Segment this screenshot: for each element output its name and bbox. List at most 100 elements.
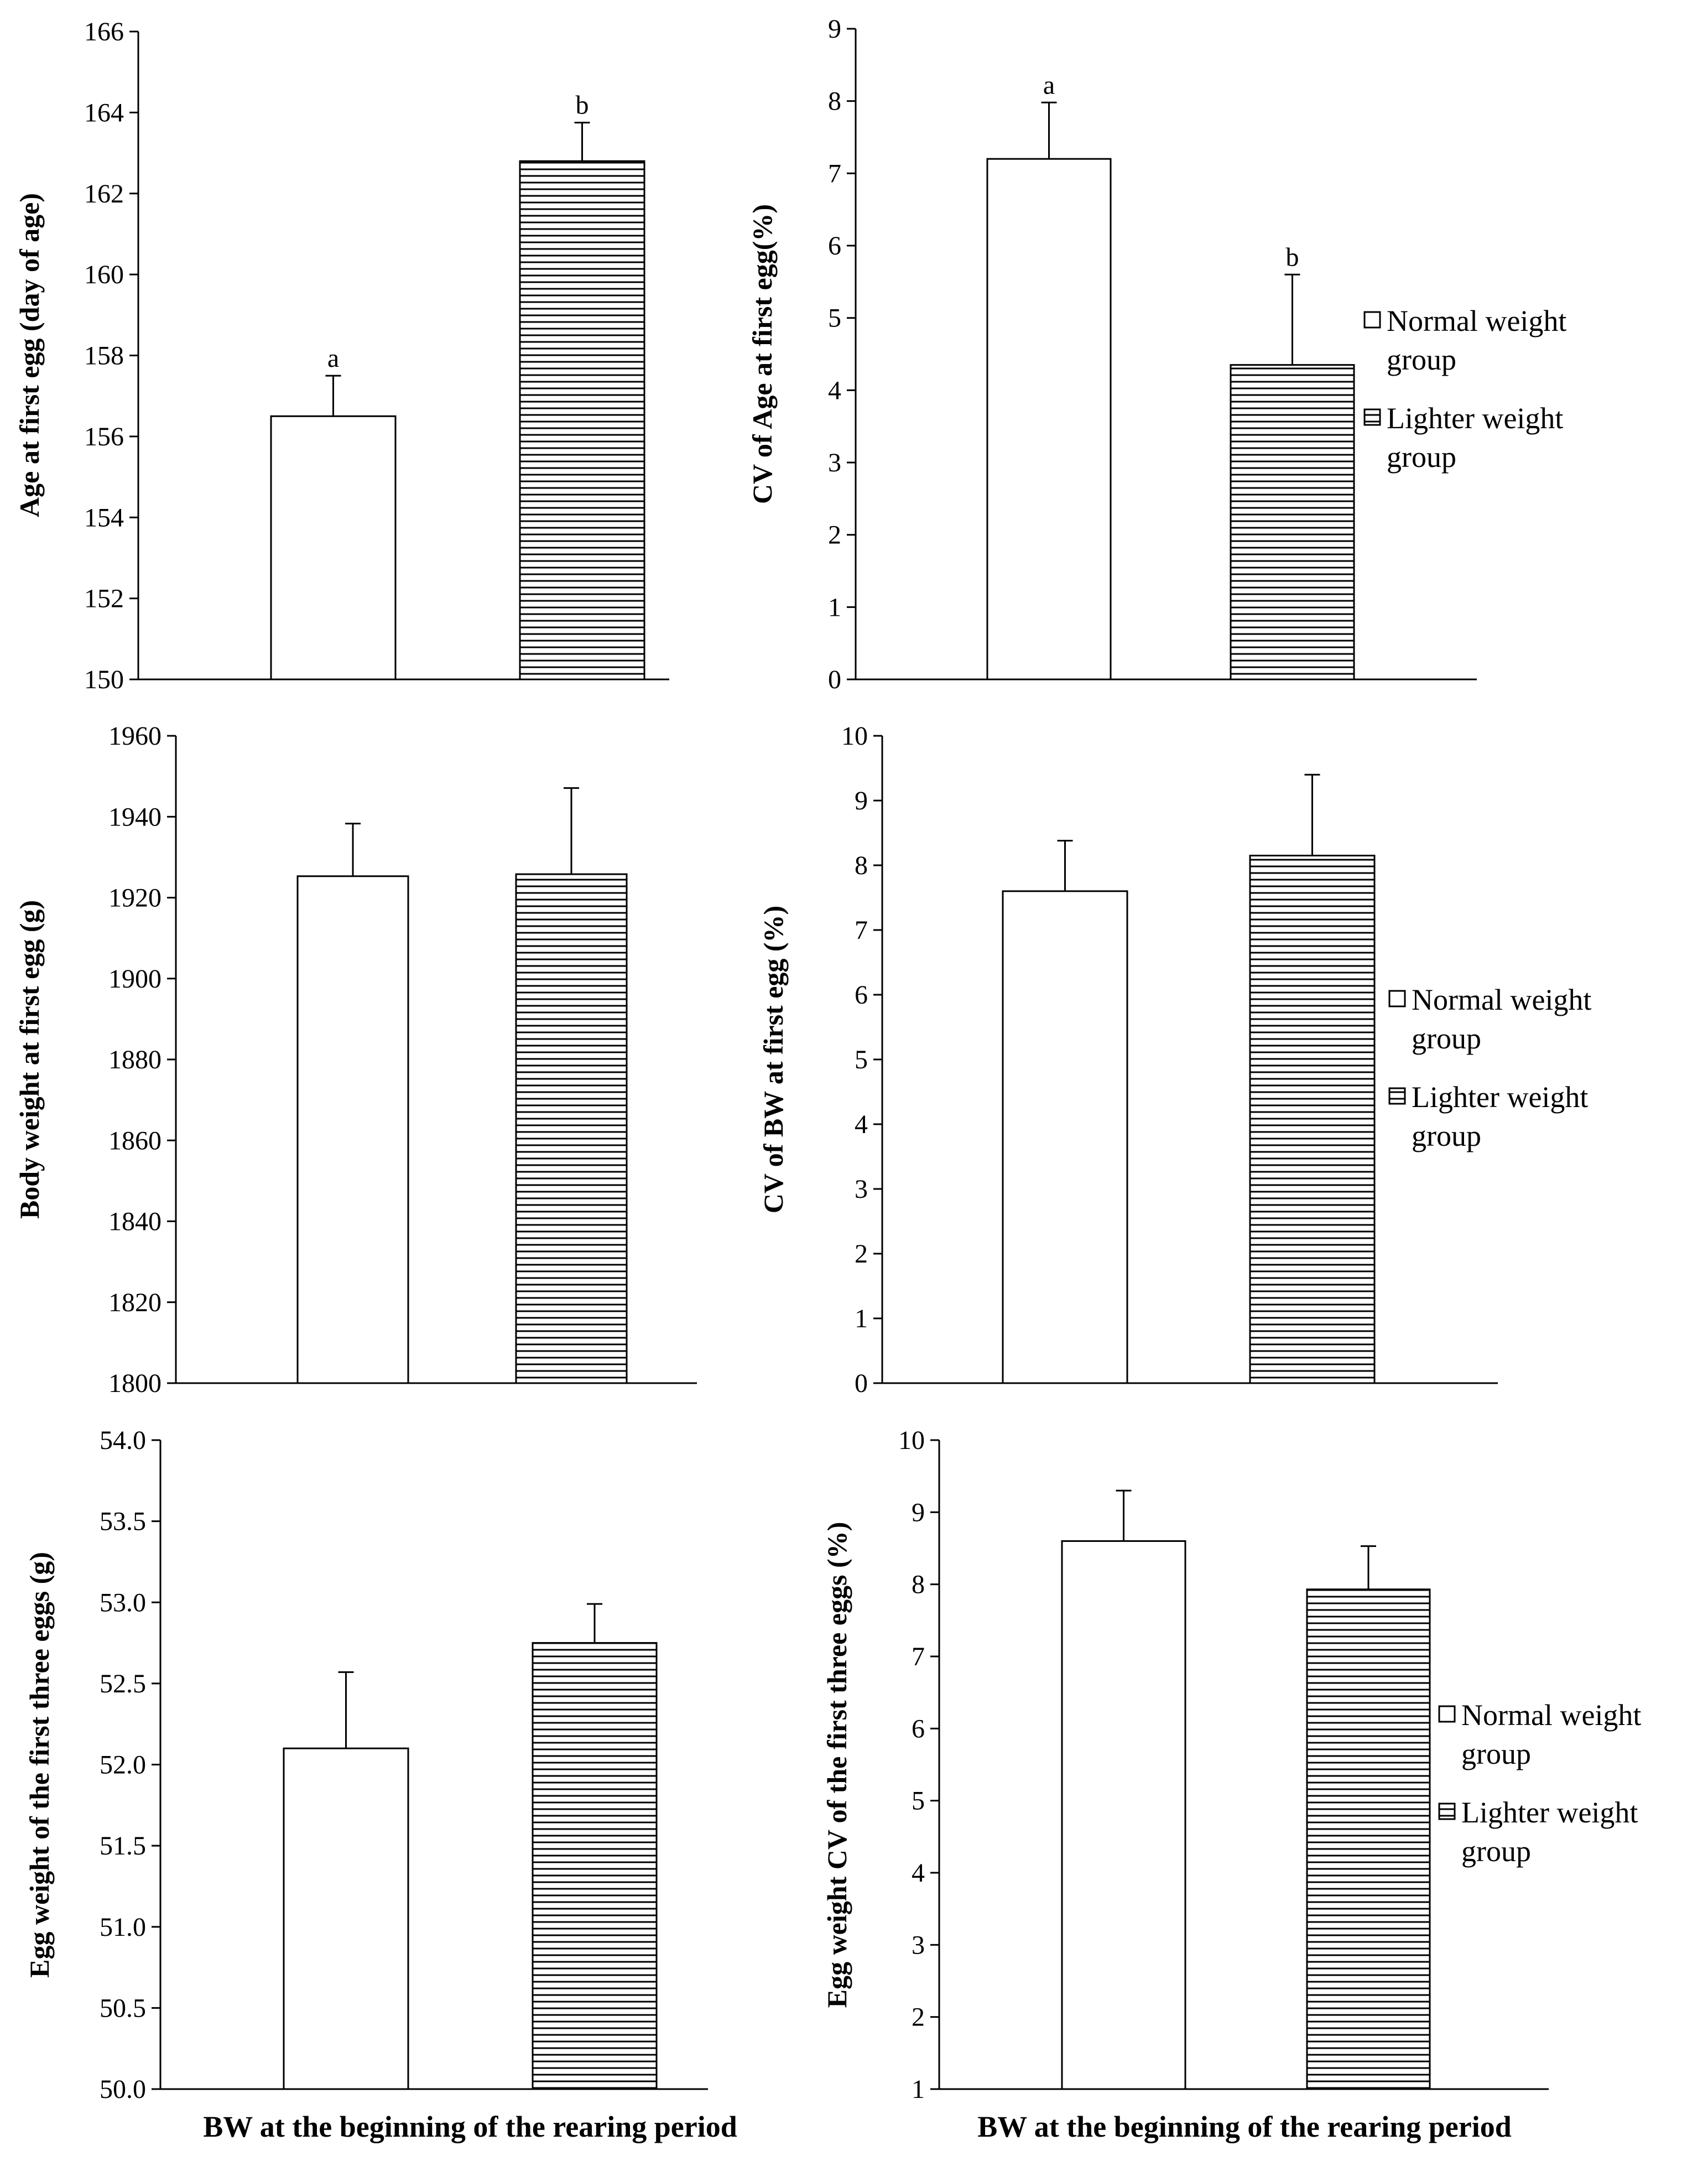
bar-lighter-weight [515,873,628,1384]
bar-normal-weight [296,875,409,1384]
legend-label-continued: group [1412,1119,1481,1152]
legend-swatch-normal [1363,311,1381,329]
y-tick-label: 1920 [108,884,162,913]
bar-normal-weight [1002,890,1128,1384]
y-tick-label: 8 [912,1570,925,1599]
legend-swatch-lighter [1438,1802,1456,1820]
y-tick-label: 6 [855,980,868,1010]
y-tick-label: 50.5 [100,1993,146,2023]
legend-swatch-lighter [1388,1087,1406,1105]
y-tick-label: 152 [84,584,124,614]
legend-label: Lighter weight [1387,402,1563,435]
chart-panel-4: 0 1 2 3 4 5 6 7 8 9 10 CV of BW at first egg (%) [758,721,1498,1398]
y-tick-label: 5 [855,1045,868,1074]
y-tick-label: 2 [828,521,841,550]
bar-lighter-weight [532,1642,658,2090]
legend-label-continued: group [1387,343,1456,376]
y-tick-label: 160 [84,260,124,289]
y-tick-label: 1840 [108,1207,162,1237]
y-tick-label: 156 [84,422,124,451]
y-tick-label: 164 [84,98,124,127]
y-axis-label: CV of BW at first egg (%) [758,906,789,1213]
y-tick-label: 51.0 [100,1913,146,1942]
significance-letter: b [576,91,589,120]
y-tick-label: 1880 [108,1045,162,1074]
y-tick-label: 6 [912,1714,925,1743]
y-tick-label: 3 [912,1930,925,1960]
y-tick-label: 9 [912,1498,925,1527]
y-tick-label: 166 [84,17,124,46]
y-axis-label: Age at first egg (day of age) [14,193,45,517]
y-tick-label: 158 [84,341,124,371]
y-tick-label: 150 [84,665,124,694]
y-tick-label: 1900 [108,964,162,994]
legend-swatch-normal [1388,990,1406,1007]
y-tick-label: 154 [84,503,124,532]
legend-label: Lighter weight [1412,1080,1588,1114]
y-tick-label: 5 [912,1786,925,1816]
y-tick-label: 7 [855,916,868,945]
chart-panel-1: 150 152 154 156 158 160 162 164 166 Age at first … [14,17,669,694]
y-tick-label: 2 [855,1239,868,1269]
y-tick-label: 8 [855,851,868,880]
x-axis-title-left: BW at the beginning of the rearing perio… [203,2110,737,2143]
significance-letter: a [327,344,339,373]
bar-normal-weight [1061,1540,1186,2090]
legend-1: Normal weight group Lighter weight group [1363,304,1566,474]
legend-label: Normal weight [1461,1698,1641,1732]
legends: Normal weight group Lighter weight group Nor… [1363,304,1641,1868]
y-axis-label: Egg weight CV of the first three eggs (%… [821,1522,852,2008]
y-tick-label: 52.5 [100,1669,146,1698]
y-tick-label: 53.0 [100,1588,146,1617]
bar-lighter-weight [1230,364,1355,680]
chart-panel-6: 1 2 3 4 5 6 7 8 9 10 Egg weight CV of the first th… [821,1426,1549,2104]
y-tick-label: 8 [828,87,841,116]
legend-swatch-lighter [1363,408,1381,426]
y-tick-label: 0 [828,665,841,694]
legend-label: Normal weight [1387,304,1566,337]
significance-letter: a [1043,70,1055,100]
y-tick-label: 3 [855,1175,868,1204]
y-tick-label: 1820 [108,1288,162,1317]
y-tick-label: 10 [898,1426,925,1455]
y-tick-label: 0 [855,1369,868,1398]
bar-lighter-weight [1249,854,1376,1384]
legend-swatch-normal [1438,1705,1456,1723]
legend-label-continued: group [1412,1022,1481,1055]
y-tick-label: 9 [828,14,841,44]
y-tick-label: 7 [828,159,841,188]
y-tick-label: 54.0 [100,1426,146,1455]
y-tick-label: 52.0 [100,1750,146,1780]
chart-panel-3: 1800 1820 1840 1860 1880 1900 1920 1940 1960 Body… [14,721,697,1398]
y-tick-label: 4 [855,1110,868,1139]
legend-label: Lighter weight [1461,1796,1638,1829]
y-axis-label: CV of Age at first egg(%) [747,204,778,504]
y-axis-label: Egg weight of the first three eggs (g) [24,1552,55,1978]
legend-label-continued: group [1461,1737,1531,1770]
legend-2: Normal weight group Lighter weight group [1388,983,1591,1152]
y-tick-label: 1 [912,2075,925,2104]
y-axis-label: Body weight at first egg (g) [14,900,45,1219]
y-tick-label: 1960 [108,721,162,751]
y-tick-label: 50.0 [100,2075,146,2104]
bar-normal-weight [270,415,397,680]
y-tick-label: 9 [855,786,868,815]
y-tick-label: 7 [912,1642,925,1671]
bar-lighter-weight [1306,1588,1431,2090]
bar-normal-weight [283,1747,409,2090]
y-tick-label: 5 [828,304,841,333]
y-tick-label: 1860 [108,1126,162,1155]
y-tick-label: 3 [828,448,841,477]
chart-panel-2: 0 1 2 3 4 5 6 7 8 9 CV of Age at first egg(%) a b [747,14,1477,694]
y-tick-label: 4 [828,376,841,405]
chart-panel-5: 50.0 50.5 51.0 51.5 52.0 52.5 53.0 53.5 54.0 Egg … [24,1426,708,2104]
x-axis-title-right: BW at the beginning of the rearing perio… [977,2110,1512,2143]
y-tick-label: 4 [912,1858,925,1888]
significance-letter: b [1286,242,1299,272]
y-tick-label: 162 [84,179,124,209]
y-tick-label: 2 [912,2003,925,2032]
y-tick-label: 1800 [108,1369,162,1398]
bar-lighter-weight [519,160,645,680]
